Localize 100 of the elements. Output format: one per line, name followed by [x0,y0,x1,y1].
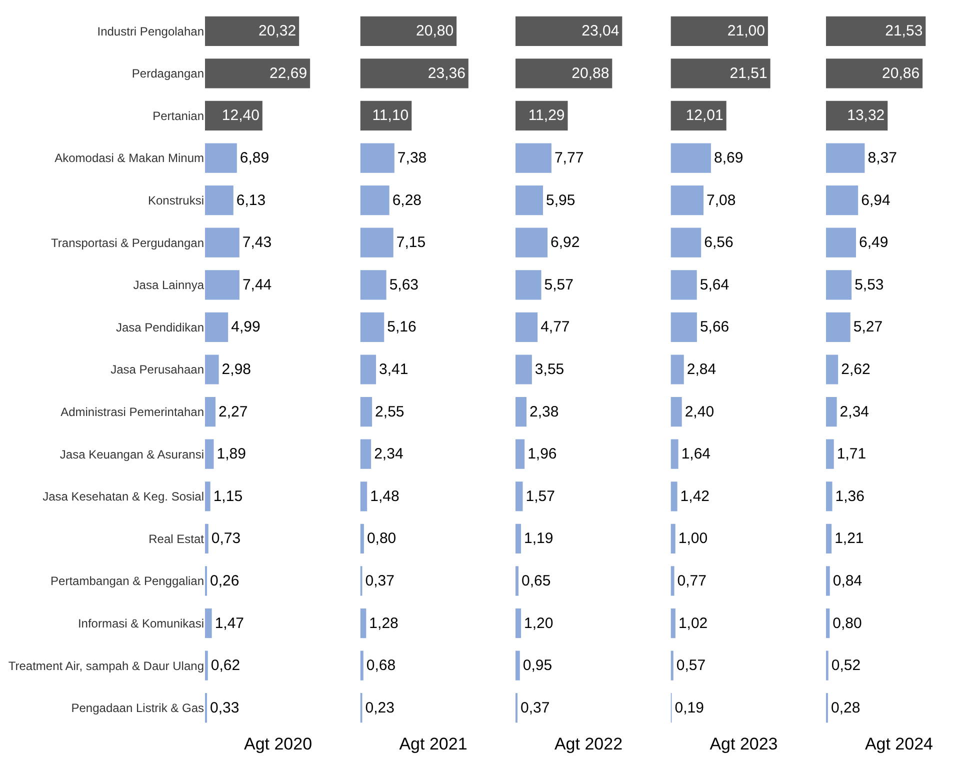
bar [826,354,838,384]
bar [826,270,852,300]
data-label: 5,16 [387,318,416,336]
bar [515,58,612,88]
bar [360,312,384,342]
data-label: 7,43 [242,234,272,252]
data-label: 2,27 [218,403,248,420]
data-label: 0,95 [522,657,552,674]
data-label: 20,86 [882,64,920,82]
bar [360,270,386,300]
data-label: 1,15 [213,488,243,505]
data-label: 2,98 [222,361,252,378]
data-label: 21,00 [727,22,765,40]
data-label: 11,10 [372,107,409,124]
data-label: 0,68 [366,657,396,674]
bar [670,312,697,342]
data-label: 7,38 [397,150,427,167]
data-label: 0,33 [210,699,240,716]
data-label: 1,64 [681,446,711,463]
y-tick-label: Jasa Lainnya [133,278,204,292]
data-label: 0,65 [521,572,551,590]
bar [670,482,678,512]
bar [826,650,828,680]
data-label: 5,57 [544,276,574,294]
bar [205,228,240,258]
y-tick-label: Administrasi Pemerintahan [60,404,204,419]
bar [515,100,568,131]
bar [205,608,212,638]
bar [826,439,834,469]
data-label: 12,01 [686,107,724,124]
bar [670,100,726,131]
bar [360,650,364,680]
bar [515,650,520,680]
bar [670,58,770,88]
bar [360,608,366,638]
data-label: 6,89 [240,150,270,167]
y-tick-label: Jasa Keuangan & Asuransi [60,447,204,462]
data-label: 0,57 [676,657,706,674]
bar [826,524,832,554]
bar [360,228,394,258]
bar [826,228,856,258]
bar [205,100,262,131]
bar [515,354,532,384]
bar [670,396,682,427]
x-axis-title: Agt 2024 [864,734,934,754]
data-label: 5,27 [853,318,883,336]
y-tick-label: Pengadaan Listrik & Gas [71,701,204,716]
data-label: 7,44 [242,276,272,294]
bar [515,608,522,638]
data-label: 1,20 [524,614,554,632]
data-label: 0,37 [520,699,550,716]
data-label: 0,77 [677,572,706,590]
bar [670,186,704,216]
data-label: 0,37 [365,572,394,590]
bar [826,396,837,427]
data-label: 4,77 [540,318,570,336]
y-tick-label: Treatment Air, sampah & Daur Ulang [8,658,204,673]
bar [360,143,394,173]
x-axis-title: Agt 2020 [244,734,312,754]
bar [515,16,622,46]
data-label: 2,34 [374,446,404,463]
data-label: 20,88 [572,64,610,82]
bar [670,354,684,384]
data-label: 3,55 [534,361,564,378]
data-label: 4,99 [231,318,260,336]
data-label: 7,77 [554,150,584,167]
data-label: 6,56 [704,234,734,252]
data-label: 2,62 [841,361,870,378]
data-label: 1,48 [370,488,400,505]
bar [205,650,208,680]
bar [205,16,300,46]
data-label: 20,32 [258,22,296,40]
data-label: 8,69 [714,150,744,167]
bar [670,524,676,554]
data-label: 7,15 [396,234,426,252]
data-label: 12,40 [222,107,260,124]
data-label: 1,02 [678,614,708,632]
bar [515,186,544,216]
bar [670,143,711,173]
bar [826,16,926,46]
bar [205,270,240,300]
data-label: 2,40 [684,403,714,420]
bar [826,186,858,216]
data-label: 11,29 [528,107,565,124]
bar [205,143,237,173]
data-label: 1,00 [678,530,708,548]
y-tick-label: Jasa Perusahaan [110,362,204,377]
data-label: 2,84 [686,361,716,378]
data-label: 23,36 [428,64,466,82]
data-label: 6,49 [859,234,888,252]
data-label: 20,80 [416,22,454,40]
data-label: 6,94 [861,192,890,209]
bar [360,16,457,46]
data-label: 1,57 [526,488,555,505]
bar [205,312,228,342]
bar [205,354,219,384]
bar [360,58,468,88]
data-label: 1,71 [836,446,866,463]
data-label: 5,64 [700,276,730,294]
data-label: 3,41 [379,361,408,378]
